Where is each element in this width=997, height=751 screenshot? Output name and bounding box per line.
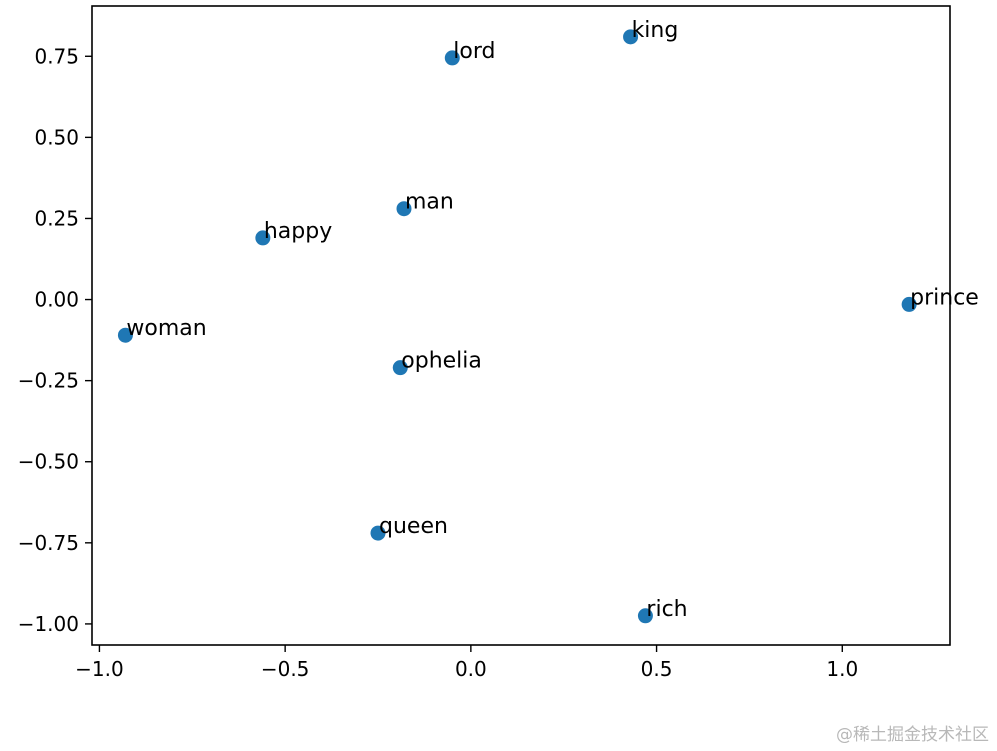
y-tick-label: −0.75 [18, 531, 79, 555]
x-tick-label: 1.0 [826, 657, 858, 681]
point-label-rich: rich [646, 597, 687, 622]
point-label-happy: happy [264, 219, 332, 244]
point-label-king: king [632, 18, 679, 43]
point-label-woman: woman [126, 316, 206, 341]
scatter-point-man [396, 201, 412, 217]
scatter-point-happy [255, 230, 271, 246]
watermark: @稀土掘金技术社区 [836, 725, 989, 745]
y-tick-label: −0.50 [18, 450, 79, 474]
plot-frame [91, 5, 951, 646]
point-label-lord: lord [453, 39, 495, 64]
x-tick-label: −0.5 [261, 657, 310, 681]
data-points: king lord man happy prince woman ophelia queen r… [117, 18, 979, 624]
x-tick-label: 0.5 [641, 657, 673, 681]
x-tick-label: 0.0 [455, 657, 487, 681]
scatter-point-prince [901, 296, 917, 312]
scatter-point-ophelia [392, 360, 408, 376]
y-tick-label: 0.00 [34, 288, 79, 312]
y-tick-label: 0.50 [34, 125, 79, 149]
scatter-point-lord [444, 50, 460, 66]
scatter-point-king [623, 29, 639, 45]
y-tick-label: 0.75 [34, 44, 79, 68]
point-label-queen: queen [379, 514, 448, 539]
x-tick-label: −1.0 [75, 657, 124, 681]
y-tick-label: −0.25 [18, 369, 79, 393]
scatter-point-queen [370, 525, 386, 541]
plot-area [92, 6, 950, 645]
point-label-prince: prince [910, 285, 979, 310]
x-axis: −1.0 −0.5 0.0 0.5 1.0 [75, 645, 858, 681]
scatter-point-rich [637, 608, 653, 624]
y-tick-label: 0.25 [34, 206, 79, 230]
point-label-ophelia: ophelia [401, 349, 482, 374]
y-tick-label: −1.00 [18, 612, 79, 636]
scatter-point-woman [117, 327, 133, 343]
y-axis: −1.00 −0.75 −0.50 −0.25 0.00 0.25 0.50 0.75 [18, 44, 92, 636]
point-label-man: man [405, 190, 454, 215]
